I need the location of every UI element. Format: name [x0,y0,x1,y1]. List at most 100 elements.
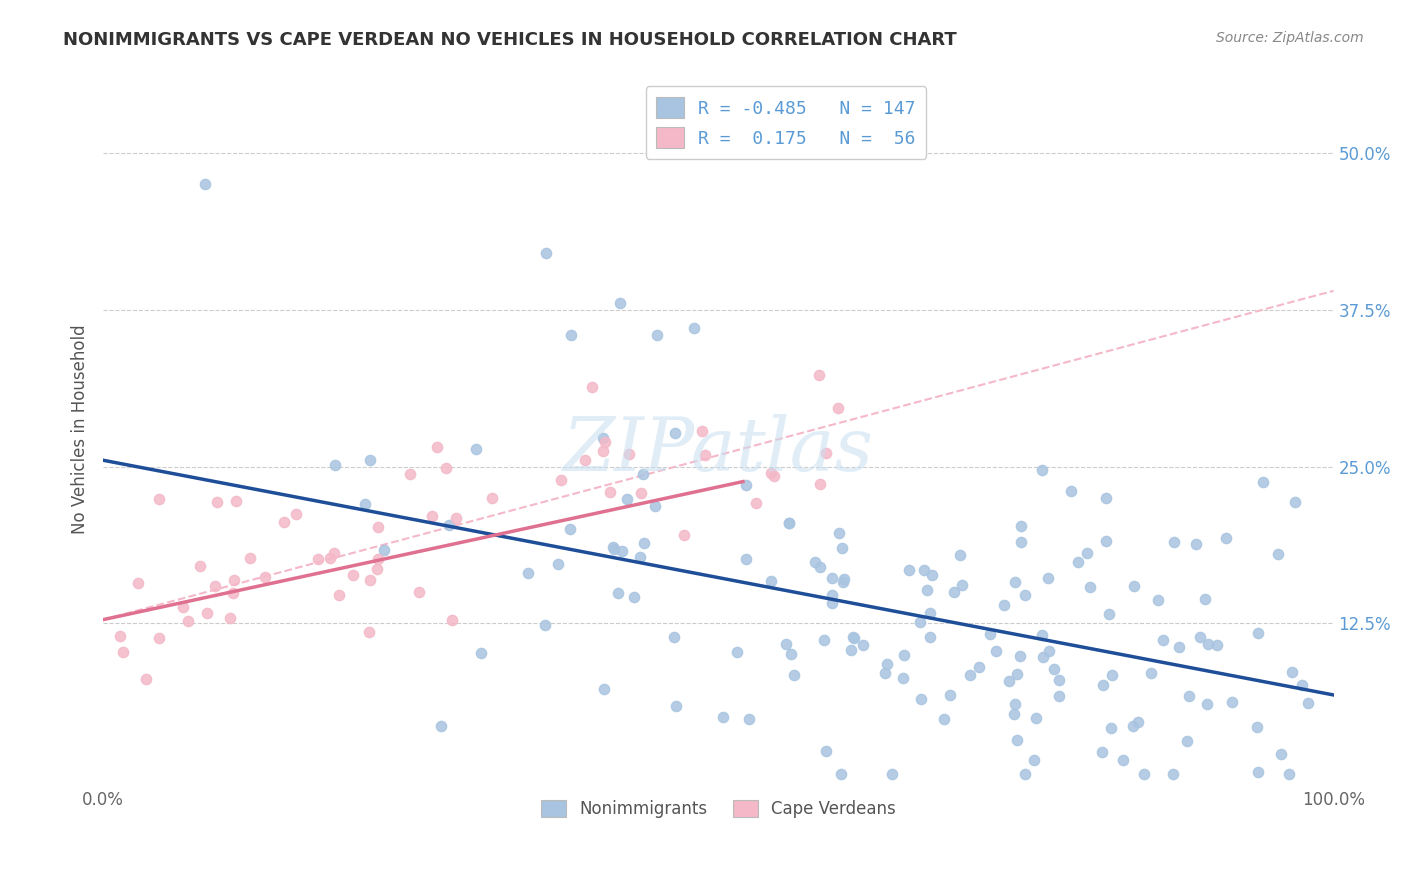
Point [560,327,582,342]
Point [662,630,685,644]
Point [111,645,134,659]
Point [1014,588,1036,602]
Point [711,709,734,723]
Point [832,572,855,586]
Point [436,461,458,475]
Point [1146,592,1168,607]
Point [814,744,837,758]
Point [354,497,377,511]
Point [808,559,831,574]
Point [127,575,149,590]
Point [408,584,430,599]
Point [465,442,488,457]
Point [1091,677,1114,691]
Point [1284,495,1306,509]
Point [218,611,240,625]
Point [148,632,170,646]
Point [938,689,960,703]
Point [912,563,935,577]
Point [828,526,851,541]
Point [592,681,614,696]
Point [734,552,756,566]
Point [1220,695,1243,709]
Point [619,447,641,461]
Point [1031,463,1053,477]
Point [177,614,200,628]
Point [222,573,245,587]
Point [841,630,863,644]
Point [592,431,614,445]
Point [1005,733,1028,747]
Point [606,586,628,600]
Point [195,606,218,620]
Point [1122,719,1144,733]
Point [1246,720,1268,734]
Point [323,458,346,473]
Point [841,643,863,657]
Point [891,671,914,685]
Point [533,618,555,632]
Point [934,713,956,727]
Point [1010,518,1032,533]
Point [359,573,381,587]
Point [420,509,443,524]
Point [207,495,229,509]
Point [602,540,624,554]
Point [898,563,921,577]
Point [1185,537,1208,551]
Point [1010,649,1032,664]
Point [204,579,226,593]
Point [979,627,1001,641]
Point [827,401,849,415]
Point [664,425,686,440]
Point [273,515,295,529]
Point [1004,575,1026,590]
Point [690,424,713,438]
Point [603,541,626,556]
Point [444,511,467,525]
Point [959,668,981,682]
Point [1010,535,1032,549]
Point [633,536,655,550]
Point [759,467,782,481]
Point [1002,706,1025,721]
Point [1140,665,1163,680]
Point [644,500,666,514]
Point [593,435,616,450]
Legend: Nonimmigrants, Cape Verdeans: Nonimmigrants, Cape Verdeans [534,793,903,825]
Point [759,574,782,588]
Point [1296,696,1319,710]
Point [441,613,464,627]
Text: ZIPatlas: ZIPatlas [562,414,873,486]
Point [1270,747,1292,762]
Point [285,507,308,521]
Point [915,583,938,598]
Point [943,584,966,599]
Point [1291,678,1313,692]
Point [323,546,346,560]
Point [1126,715,1149,730]
Point [967,660,990,674]
Point [172,600,194,615]
Point [225,494,247,508]
Point [778,516,800,531]
Point [1005,666,1028,681]
Point [1025,711,1047,725]
Point [194,177,217,191]
Point [1022,753,1045,767]
Point [808,368,831,382]
Point [873,665,896,680]
Point [1014,767,1036,781]
Y-axis label: No Vehicles in Household: No Vehicles in Household [72,324,89,533]
Point [745,496,768,510]
Point [1099,721,1122,735]
Point [852,638,875,652]
Point [628,549,651,564]
Point [481,491,503,505]
Point [782,667,804,681]
Point [998,674,1021,689]
Point [763,468,786,483]
Point [876,657,898,671]
Point [592,444,614,458]
Point [609,296,631,310]
